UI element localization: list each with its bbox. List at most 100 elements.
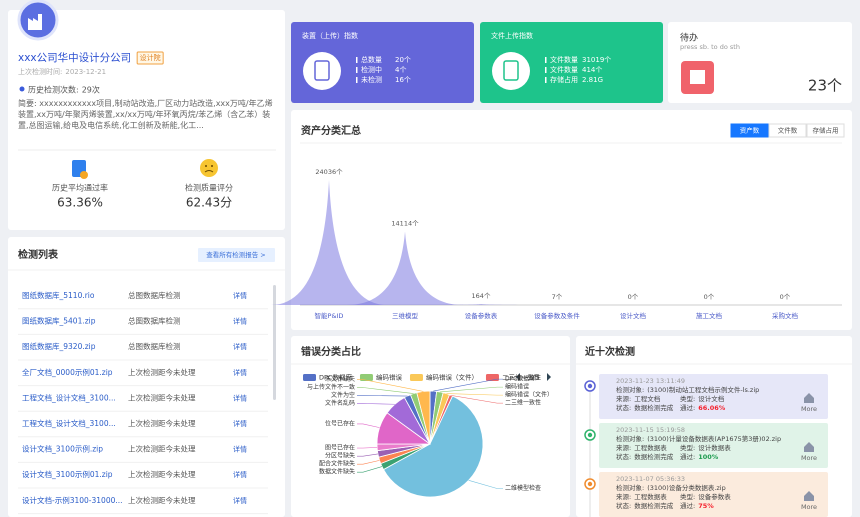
more-icon[interactable] bbox=[804, 442, 814, 452]
detail-link[interactable]: 详情 bbox=[233, 470, 247, 479]
legend-prev[interactable] bbox=[516, 373, 520, 381]
item-value: 31019个 bbox=[582, 56, 611, 64]
item-bullet bbox=[356, 77, 358, 83]
detail-link[interactable]: 详情 bbox=[233, 393, 247, 402]
summary-text: xxxxxxxxxxxx项目,制动站改造,厂区动力站改造,xxx万吨/年乙烯装置… bbox=[18, 99, 273, 130]
pie-label: 与上传文件不一致 bbox=[307, 383, 355, 391]
check-type: 上次检测距今未处理 bbox=[128, 392, 196, 402]
label-line bbox=[450, 395, 503, 404]
check-type: 上次检测距今未处理 bbox=[128, 469, 196, 479]
file-name[interactable]: 图纸数据库_9320.zip bbox=[22, 341, 96, 351]
file-name[interactable]: 图纸数据库_5401.zip bbox=[22, 316, 96, 326]
legend-swatch bbox=[303, 374, 316, 381]
more-icon[interactable] bbox=[804, 491, 814, 501]
file-name[interactable]: 工程文档_设计文档_3100... bbox=[22, 392, 116, 402]
detail-link[interactable]: 详情 bbox=[233, 291, 247, 300]
pie-label: 分区号缺失 bbox=[325, 452, 355, 460]
field-value: 工程数据表 bbox=[634, 492, 667, 501]
pie-label: 编码错误（文件） bbox=[505, 391, 553, 399]
chart-tab[interactable] bbox=[730, 123, 769, 138]
field-value: (3100)制动站工程文档示例文件-ls.zip bbox=[647, 385, 759, 394]
value-label: 0个 bbox=[628, 293, 639, 301]
recent-item bbox=[599, 423, 828, 468]
field-value: 设计文档 bbox=[698, 394, 724, 403]
field-value: 数据检测完成 bbox=[634, 403, 674, 412]
detail-link[interactable]: 详情 bbox=[233, 368, 247, 377]
field-value: 工程文档 bbox=[634, 394, 660, 403]
index-card-icon bbox=[492, 52, 530, 90]
field-label: 类型: bbox=[680, 492, 695, 501]
item-bullet bbox=[356, 67, 358, 73]
report-button[interactable] bbox=[198, 248, 275, 262]
detail-link[interactable]: 详情 bbox=[233, 342, 247, 351]
scrollbar bbox=[273, 285, 276, 400]
more-link[interactable]: More bbox=[801, 503, 817, 511]
field-value: (3100)设备分类数据表.zip bbox=[647, 483, 726, 492]
value-label: 24036个 bbox=[315, 168, 343, 176]
field-value: 设备参数表 bbox=[698, 492, 731, 501]
timeline-dot-core bbox=[587, 432, 593, 438]
field-label: 来源: bbox=[616, 394, 631, 403]
file-name[interactable]: 图纸数据库_5110.rio bbox=[22, 290, 95, 300]
field-label: 检测对象: bbox=[616, 483, 644, 492]
file-name[interactable]: 设计文档_3100示例.zip bbox=[22, 444, 103, 454]
legend-label: 二三维一致性 bbox=[502, 373, 542, 382]
index-card-icon bbox=[303, 52, 341, 90]
pie-label: 图号已存在 bbox=[325, 444, 355, 452]
file-name[interactable]: 设计文档_3100示例01.zip bbox=[22, 469, 113, 479]
item-bullet bbox=[545, 67, 547, 73]
chart-tab[interactable] bbox=[768, 123, 807, 138]
chart-tab-label[interactable]: 存储占用 bbox=[813, 126, 839, 135]
item-bullet bbox=[356, 57, 358, 63]
file-name[interactable]: 工程文档_设计文档_3100... bbox=[22, 418, 116, 428]
chart-tab-label[interactable]: 资产数 bbox=[740, 126, 760, 135]
field-label: 状态: bbox=[616, 403, 631, 412]
label-line bbox=[468, 479, 503, 489]
user-icon bbox=[19, 86, 25, 92]
field-value: 数据检测完成 bbox=[634, 452, 674, 461]
legend-label: 编码错误 bbox=[376, 373, 403, 382]
field-label: 来源: bbox=[616, 443, 631, 452]
detail-link[interactable]: 详情 bbox=[233, 317, 247, 326]
more-link[interactable]: More bbox=[801, 405, 817, 413]
label-line bbox=[357, 466, 383, 473]
x-tick-label: 设备参数表 bbox=[465, 311, 498, 320]
timeline-dot-core bbox=[587, 383, 593, 389]
report-button-text[interactable]: 查看所有检测报告 > bbox=[206, 250, 266, 259]
field-label: 通过: bbox=[680, 403, 695, 412]
company-name: xxx公司华中设计分公司 bbox=[18, 51, 131, 64]
more-icon[interactable] bbox=[804, 393, 814, 403]
field-value: (3100)计量设备数据表(AP1675第3册)02.zip bbox=[647, 434, 781, 443]
check-type: 上次检测距今未处理 bbox=[128, 444, 196, 454]
field-label: 类型: bbox=[680, 443, 695, 452]
last-check: 2023-12-21 bbox=[65, 68, 106, 76]
check-type: 总图数据库检测 bbox=[128, 290, 181, 300]
chart-tab[interactable] bbox=[806, 123, 845, 138]
chart-tab-label[interactable]: 文件数 bbox=[778, 126, 798, 135]
asset-card bbox=[291, 110, 852, 330]
file-name[interactable]: 设计文档-示例3100-31000... bbox=[22, 495, 123, 505]
field-value: 100% bbox=[698, 453, 719, 461]
label-line bbox=[357, 447, 378, 449]
detail-link[interactable]: 详情 bbox=[233, 496, 247, 505]
company-tag-box bbox=[136, 51, 164, 65]
item-value: 16个 bbox=[395, 76, 411, 84]
x-tick-label: 智能P&ID bbox=[315, 311, 344, 320]
legend-next[interactable] bbox=[547, 373, 551, 381]
field-label: 状态: bbox=[616, 501, 631, 510]
area-peak bbox=[347, 231, 463, 305]
detail-link[interactable]: 详情 bbox=[233, 445, 247, 454]
recent-title: 近十次检测 bbox=[585, 345, 635, 358]
label-line bbox=[357, 387, 414, 394]
recent-item bbox=[599, 374, 828, 419]
check-type: 上次检测距今未处理 bbox=[128, 495, 196, 505]
more-link[interactable]: More bbox=[801, 454, 817, 462]
detail-link[interactable]: 详情 bbox=[233, 419, 247, 428]
file-name[interactable]: 全厂文档_0000示例01.zip bbox=[22, 367, 113, 377]
item-label: 未检测 bbox=[361, 75, 382, 84]
field-value: 工程数据表 bbox=[634, 443, 667, 452]
x-tick-label: 设计文档 bbox=[620, 311, 646, 320]
stat-label: 检测质量评分 bbox=[185, 183, 233, 193]
index-card-title: 文件上传指数 bbox=[491, 31, 533, 40]
score-icon bbox=[200, 159, 218, 177]
